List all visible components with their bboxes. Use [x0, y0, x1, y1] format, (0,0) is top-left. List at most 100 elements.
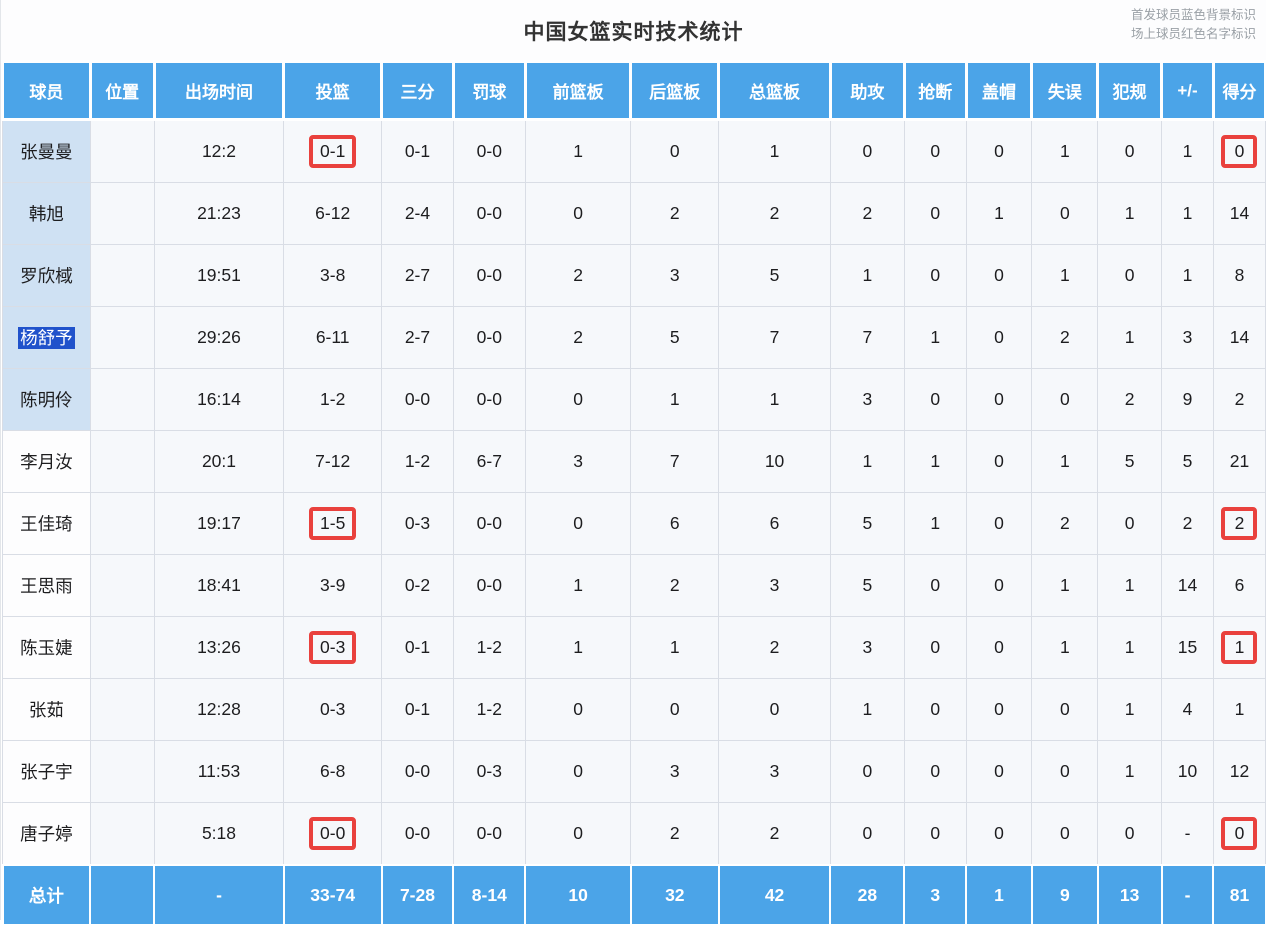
stat-cell: 2 — [1097, 368, 1163, 431]
player-name-cell[interactable]: 罗欣棫 — [2, 244, 91, 307]
stat-cell: 3 — [829, 616, 905, 679]
stat-cell: - — [1161, 802, 1214, 866]
stat-cell: 1 — [1212, 678, 1266, 741]
stat-cell: 1 — [1031, 244, 1099, 307]
stat-cell: 10 — [1161, 740, 1214, 803]
player-name-cell[interactable]: 陈玉婕 — [2, 616, 91, 679]
stat-cell: 1 — [524, 119, 632, 183]
column-header: 位置 — [88, 60, 156, 121]
player-name-cell[interactable]: 王思雨 — [2, 554, 91, 617]
stat-cell: 6 — [718, 492, 831, 555]
column-header: 抢断 — [902, 60, 968, 121]
player-name: 罗欣棫 — [20, 266, 73, 286]
stat-cell: 0 — [965, 244, 1033, 307]
stat-cell: 2 — [1031, 492, 1099, 555]
player-name: 唐子婷 — [20, 824, 73, 844]
page-title: 中国女篮实时技术统计 — [523, 21, 744, 44]
player-row: 陈玉婕 13:26 0-3 0-1 1-2 1 1 2 3 0 0 1 1 15 1 — [2, 616, 1266, 679]
player-row: 陈明伶 16:14 1-2 0-0 0-0 0 1 1 3 0 0 0 2 9 2 — [2, 368, 1266, 431]
stat-cell: 0 — [1097, 492, 1163, 555]
red-highlight-box: 0-3 — [309, 630, 357, 665]
player-name-cell[interactable]: 陈明伶 — [2, 368, 91, 431]
column-header: 失误 — [1030, 60, 1100, 121]
red-highlight-box: 0 — [1221, 134, 1258, 169]
stat-cell: 7 — [829, 306, 905, 369]
stat-cell: 6-8 — [283, 740, 383, 803]
stat-cell: 1 — [1097, 554, 1163, 617]
stat-cell: 1 — [1031, 119, 1099, 183]
column-header: 犯规 — [1096, 60, 1164, 121]
column-header: 助攻 — [828, 60, 906, 121]
stat-cell: 2 — [1212, 492, 1266, 555]
red-highlight-box: 1 — [1221, 630, 1258, 665]
stat-cell: 3 — [718, 554, 831, 617]
stat-cell: 0 — [1031, 740, 1099, 803]
stat-cell: 0-1 — [381, 616, 454, 679]
stat-cell: 1 — [1097, 306, 1163, 369]
column-header: 球员 — [1, 60, 92, 121]
stat-cell — [89, 802, 155, 866]
player-name-cell[interactable]: 唐子婷 — [2, 802, 91, 866]
player-name-cell[interactable]: 张曼曼 — [2, 119, 91, 183]
stat-cell: 0-0 — [452, 802, 526, 866]
stat-cell: 2 — [524, 244, 632, 307]
stat-cell: 1-2 — [452, 616, 526, 679]
stat-cell: 5 — [829, 554, 905, 617]
player-name-cell[interactable]: 杨舒予 — [2, 306, 91, 369]
stat-cell: 0 — [524, 182, 632, 245]
total-stat-cell: 81 — [1212, 864, 1266, 926]
column-header: 出场时间 — [152, 60, 286, 121]
player-name: 张曼曼 — [20, 142, 73, 162]
stat-cell: 1 — [829, 430, 905, 493]
stat-cell: 0-0 — [452, 554, 526, 617]
stat-cell: 0 — [524, 368, 632, 431]
stat-cell: 0 — [829, 740, 905, 803]
player-row: 罗欣棫 19:51 3-8 2-7 0-0 2 3 5 1 0 0 1 0 1 8 — [2, 244, 1266, 307]
stat-cell: 10 — [718, 430, 831, 493]
stat-cell: 16:14 — [153, 368, 285, 431]
stat-cell: 0 — [965, 554, 1033, 617]
player-name: 陈明伶 — [20, 390, 73, 410]
stat-cell: 0-0 — [381, 802, 454, 866]
total-label: 总计 — [1, 864, 92, 926]
stat-cell: 1 — [1161, 182, 1214, 245]
stat-cell: 0-0 — [381, 368, 454, 431]
stat-cell: 5 — [829, 492, 905, 555]
stat-cell: 3 — [630, 740, 720, 803]
player-row: 杨舒予 29:26 6-11 2-7 0-0 2 5 7 7 1 0 2 1 3 14 — [2, 306, 1266, 369]
stat-cell: 1 — [903, 430, 967, 493]
column-header: 总篮板 — [717, 60, 832, 121]
stat-cell: 1 — [1097, 616, 1163, 679]
stat-cell: 0 — [718, 678, 831, 741]
player-name-cell[interactable]: 王佳琦 — [2, 492, 91, 555]
stat-cell: 1 — [718, 368, 831, 431]
stat-cell: 3 — [630, 244, 720, 307]
column-header: 后篮板 — [629, 60, 721, 121]
player-name-cell[interactable]: 张子宇 — [2, 740, 91, 803]
player-name-cell[interactable]: 韩旭 — [2, 182, 91, 245]
player-name: 张子宇 — [20, 762, 73, 782]
stat-cell: 0 — [903, 740, 967, 803]
stat-cell: 2 — [1161, 492, 1214, 555]
player-name: 杨舒予 — [18, 327, 75, 349]
stat-cell: 1 — [1097, 678, 1163, 741]
stat-cell — [89, 678, 155, 741]
stat-cell: 6-12 — [283, 182, 383, 245]
stat-cell: 12:2 — [153, 119, 285, 183]
stat-cell: 0-3 — [381, 492, 454, 555]
stat-cell: 2-7 — [381, 306, 454, 369]
player-name: 韩旭 — [28, 204, 64, 224]
player-name-cell[interactable]: 张茹 — [2, 678, 91, 741]
stat-cell: 1 — [1031, 616, 1099, 679]
red-highlight-box: 0-0 — [309, 816, 357, 851]
stat-cell: 0-0 — [452, 368, 526, 431]
stat-cell: 0 — [1097, 244, 1163, 307]
total-stat-cell: 3 — [903, 864, 968, 926]
stat-cell: 1 — [1031, 430, 1099, 493]
table-header-row: 球员 位置 出场时间 投篮 三分 罚球 前篮板 后篮板 总篮板 助攻 抢断 盖帽 失误 犯规 +/- 得分 — [1, 60, 1266, 121]
title-bar: 中国女篮实时技术统计 首发球员蓝色背景标识 场上球员红色名字标识 — [1, 0, 1266, 60]
player-name-cell[interactable]: 李月汝 — [2, 430, 91, 493]
stat-cell: 1 — [1031, 554, 1099, 617]
stat-cell: 0-3 — [452, 740, 526, 803]
stat-cell: 2 — [718, 182, 831, 245]
